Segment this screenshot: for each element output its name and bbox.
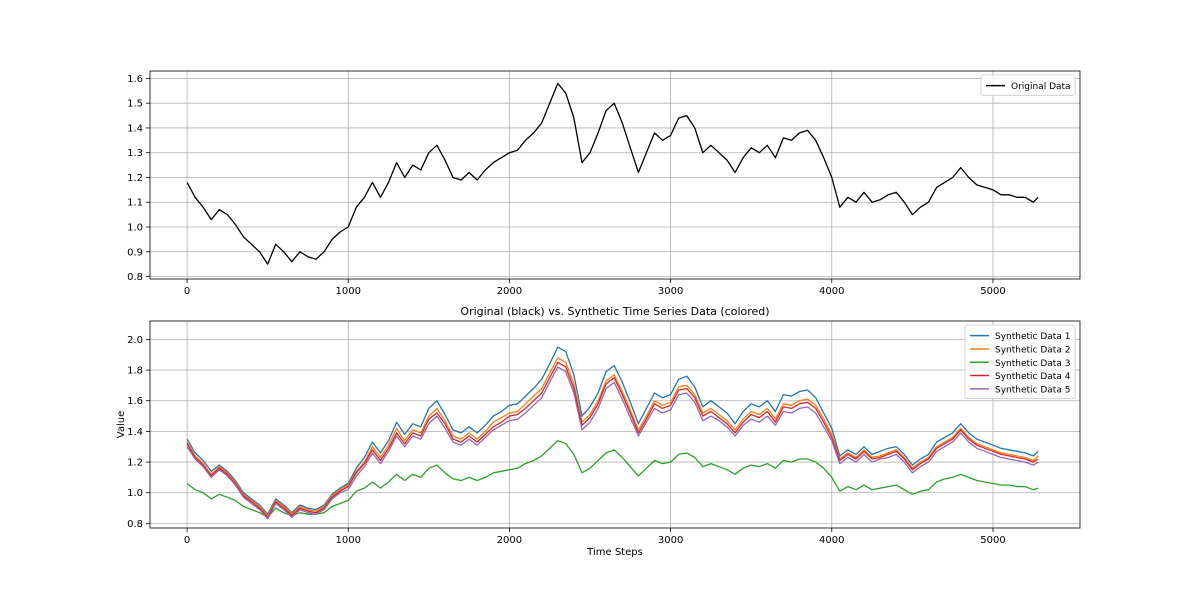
x-tick-label: 2000 [497,286,522,297]
x-tick-label: 1000 [336,535,361,546]
y-tick-label: 0.8 [127,272,143,283]
x-tick-label: 0 [184,286,190,297]
y-tick-label: 0.8 [127,519,143,530]
y-tick-label: 1.6 [127,74,143,85]
x-tick-label: 5000 [980,535,1005,546]
legend-box [980,74,1076,96]
legend-label-5: Synthetic Data 5 [995,385,1070,395]
legend-label-1: Original Data [1011,82,1071,92]
series-line-5 [186,366,1039,520]
series-line-1 [186,346,1039,515]
x-tick-label: 4000 [819,535,844,546]
series-line-2 [186,357,1039,517]
y-tick-label: 1.6 [127,396,143,407]
legend-label-2: Synthetic Data 2 [995,345,1070,355]
x-tick-label: 2000 [497,535,522,546]
x-tick-label: 3000 [658,286,683,297]
legend-box [964,324,1076,399]
legend-label-1: Synthetic Data 1 [995,332,1070,342]
y-tick-label: 1.0 [127,223,143,234]
y-tick-label: 1.4 [127,427,143,438]
y-tick-label: 1.0 [127,488,143,499]
series-line-3 [186,439,1039,518]
chart-title: Original (black) vs. Synthetic Time Seri… [460,305,769,318]
y-tick-label: 1.4 [127,123,143,134]
y-tick-label: 1.3 [127,148,143,159]
y-tick-label: 1.2 [127,173,143,184]
x-tick-label: 0 [184,535,190,546]
y-tick-label: 2.0 [127,335,143,346]
bottom-chart-panel: 0 1000 2000 3000 4000 5000 0.8 1.0 1.2 1.4 1.6 1.8 2… [116,305,1081,558]
x-tick-label: 4000 [819,286,844,297]
x-tick-label: 5000 [980,286,1005,297]
series-line-1 [186,82,1039,265]
axes-frame [149,70,1081,280]
x-tick-label: 3000 [658,535,683,546]
axes-frame [149,320,1081,529]
y-tick-label: 0.9 [127,247,143,258]
x-axis-label: Time Steps [586,547,643,558]
y-tick-label: 1.1 [127,198,143,209]
legend-label-3: Synthetic Data 3 [995,359,1070,369]
legend-label-4: Synthetic Data 4 [995,372,1071,382]
y-tick-label: 1.5 [127,99,143,110]
y-tick-label: 1.8 [127,366,143,377]
series-line-4 [186,361,1039,518]
y-tick-label: 1.2 [127,458,143,469]
x-tick-label: 1000 [336,286,361,297]
top-chart-panel: 0 1000 2000 3000 4000 5000 0.8 0.9 1.0 1.1 1.2 1.3 1… [127,70,1081,297]
y-axis-label: Value [116,411,127,438]
